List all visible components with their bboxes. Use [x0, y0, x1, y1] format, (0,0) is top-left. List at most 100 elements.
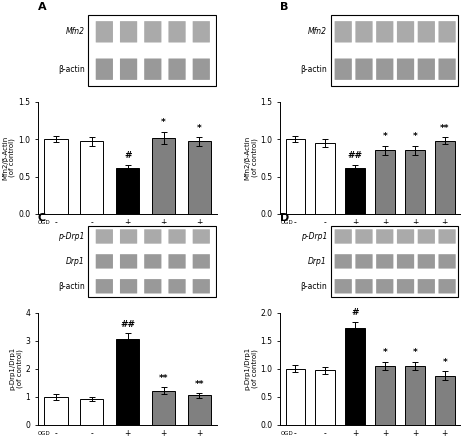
FancyBboxPatch shape — [192, 59, 210, 80]
Text: Drp1: Drp1 — [308, 257, 327, 266]
FancyBboxPatch shape — [120, 254, 137, 268]
Text: C: C — [38, 212, 46, 223]
FancyBboxPatch shape — [144, 254, 162, 268]
Bar — [188, 141, 211, 214]
Bar — [44, 139, 67, 214]
Text: +: + — [412, 241, 418, 250]
Text: D: D — [280, 212, 290, 223]
Text: -: - — [91, 241, 93, 250]
Y-axis label: Mfn2/β-Actin
(of control): Mfn2/β-Actin (of control) — [244, 136, 258, 180]
FancyBboxPatch shape — [418, 21, 435, 42]
Bar — [44, 397, 67, 425]
FancyBboxPatch shape — [192, 229, 210, 244]
Bar — [435, 141, 455, 214]
Bar — [285, 139, 305, 214]
Text: B: B — [280, 2, 289, 12]
Text: +: + — [382, 230, 388, 239]
Text: β-actin: β-actin — [300, 65, 327, 74]
FancyBboxPatch shape — [120, 59, 137, 80]
Text: *: * — [197, 124, 202, 133]
Text: **: ** — [159, 374, 168, 383]
FancyBboxPatch shape — [96, 279, 113, 293]
Text: OGD: OGD — [280, 431, 293, 436]
Text: +: + — [160, 429, 167, 438]
FancyBboxPatch shape — [397, 254, 414, 268]
Text: +: + — [89, 230, 95, 239]
FancyBboxPatch shape — [168, 229, 186, 244]
Text: A: A — [38, 2, 46, 12]
Bar — [80, 141, 103, 214]
Bar — [152, 138, 175, 214]
Text: +: + — [412, 230, 418, 239]
FancyBboxPatch shape — [96, 254, 113, 268]
Text: +: + — [196, 219, 203, 227]
Y-axis label: Mfn2/β-Actin
(of control): Mfn2/β-Actin (of control) — [2, 136, 15, 180]
FancyBboxPatch shape — [376, 254, 393, 268]
Bar — [152, 391, 175, 425]
Text: +: + — [442, 252, 448, 261]
Bar — [405, 366, 425, 425]
FancyBboxPatch shape — [168, 21, 186, 42]
Bar — [315, 143, 335, 214]
Text: β-actin: β-actin — [58, 65, 84, 74]
Text: KN-93(10µM): KN-93(10µM) — [280, 254, 316, 259]
Bar — [188, 396, 211, 425]
Y-axis label: p-Drp1/Drp1
(of control): p-Drp1/Drp1 (of control) — [244, 347, 258, 390]
Text: *: * — [412, 132, 417, 141]
FancyBboxPatch shape — [397, 21, 414, 42]
Text: p-Drp1: p-Drp1 — [301, 232, 327, 241]
Text: #: # — [124, 151, 131, 160]
Text: Mfn2: Mfn2 — [308, 27, 327, 36]
Text: *: * — [412, 348, 417, 357]
FancyBboxPatch shape — [397, 279, 414, 293]
Text: -: - — [126, 241, 129, 250]
Text: +: + — [160, 230, 167, 239]
FancyBboxPatch shape — [168, 59, 186, 80]
Text: #: # — [351, 308, 359, 317]
FancyBboxPatch shape — [376, 229, 393, 244]
FancyBboxPatch shape — [438, 254, 456, 268]
Text: -: - — [324, 252, 327, 261]
Text: +: + — [382, 429, 388, 438]
FancyBboxPatch shape — [168, 279, 186, 293]
Text: +: + — [412, 219, 418, 227]
Text: OGD: OGD — [280, 220, 293, 226]
FancyBboxPatch shape — [418, 59, 435, 80]
Text: +: + — [196, 241, 203, 250]
FancyBboxPatch shape — [418, 254, 435, 268]
Text: -: - — [294, 230, 297, 239]
Text: -: - — [162, 241, 165, 250]
Text: ##: ## — [120, 320, 135, 329]
FancyBboxPatch shape — [335, 254, 352, 268]
FancyBboxPatch shape — [356, 229, 373, 244]
Text: +: + — [412, 429, 418, 438]
FancyBboxPatch shape — [192, 21, 210, 42]
Bar — [375, 151, 395, 214]
Text: -: - — [294, 219, 297, 227]
Bar — [116, 168, 139, 214]
Text: β-actin: β-actin — [58, 282, 84, 291]
Text: -: - — [91, 219, 93, 227]
FancyBboxPatch shape — [438, 21, 456, 42]
FancyBboxPatch shape — [397, 59, 414, 80]
FancyBboxPatch shape — [356, 279, 373, 293]
Text: -: - — [294, 429, 297, 438]
Text: -: - — [324, 429, 327, 438]
FancyBboxPatch shape — [397, 229, 414, 244]
Bar — [315, 371, 335, 425]
FancyBboxPatch shape — [96, 21, 113, 42]
FancyBboxPatch shape — [96, 59, 113, 80]
Text: *: * — [161, 118, 166, 127]
Bar — [435, 375, 455, 425]
FancyBboxPatch shape — [438, 229, 456, 244]
Text: -: - — [383, 252, 386, 261]
Text: -: - — [126, 230, 129, 239]
FancyBboxPatch shape — [438, 59, 456, 80]
FancyBboxPatch shape — [168, 254, 186, 268]
Text: +: + — [322, 230, 328, 239]
Text: -: - — [55, 429, 57, 438]
Text: +: + — [125, 219, 131, 227]
Text: +: + — [196, 230, 203, 239]
Text: +: + — [196, 429, 203, 438]
Y-axis label: p-Drp1/Drp1
(of control): p-Drp1/Drp1 (of control) — [9, 347, 23, 390]
